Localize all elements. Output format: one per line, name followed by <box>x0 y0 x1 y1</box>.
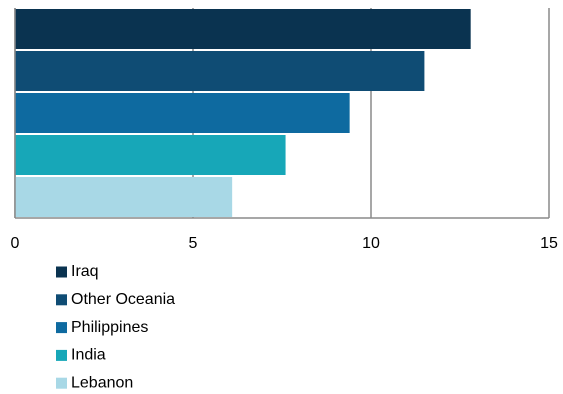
legend-label: Philippines <box>71 319 148 336</box>
bar <box>15 177 233 217</box>
x-tick-label: 5 <box>189 235 198 252</box>
x-tick-label: 0 <box>11 235 20 252</box>
bar <box>15 93 350 133</box>
bar <box>15 135 286 175</box>
legend-swatch <box>56 349 67 361</box>
legend-label: Iraq <box>71 263 99 280</box>
bar <box>15 51 425 91</box>
legend-label: Other Oceania <box>71 291 175 308</box>
legend-swatch <box>56 377 67 389</box>
legend-swatch <box>56 322 67 334</box>
legend-label: Lebanon <box>71 374 133 391</box>
x-tick-label: 15 <box>540 235 558 252</box>
x-tick-label: 10 <box>362 235 380 252</box>
bar <box>15 9 471 49</box>
legend-swatch <box>56 294 67 306</box>
legend-swatch <box>56 266 67 278</box>
legend-label: India <box>71 347 106 364</box>
